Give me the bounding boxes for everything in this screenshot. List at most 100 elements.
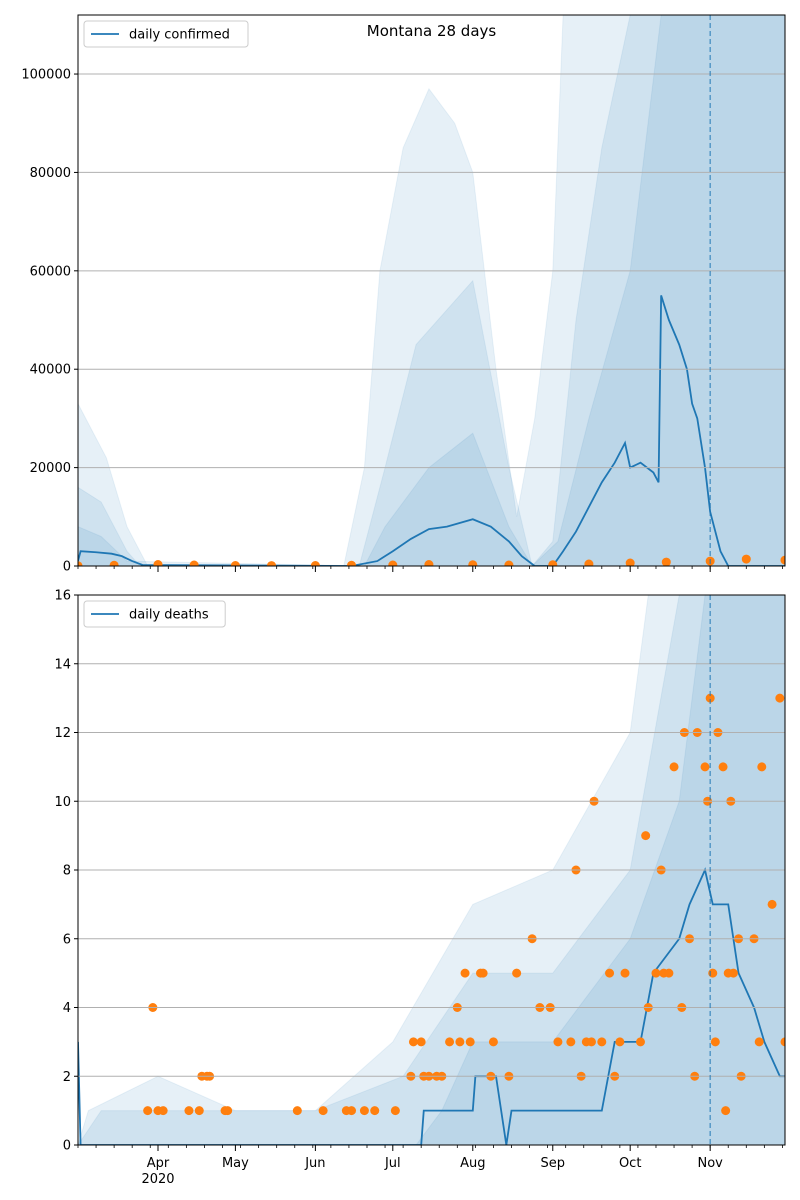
- observed-point: [641, 831, 651, 841]
- observed-point: [504, 560, 514, 566]
- y-tick-label: 16: [54, 589, 71, 604]
- observed-point: [566, 1037, 576, 1047]
- y-tick-label: 80000: [30, 166, 71, 181]
- x-tick-label: Aug: [460, 1156, 485, 1171]
- x-tick-label: Jun: [304, 1156, 325, 1171]
- band-inner-area: [78, 15, 785, 566]
- observed-point: [318, 1106, 328, 1116]
- observed-point: [267, 561, 277, 566]
- observed-point: [700, 762, 710, 772]
- observed-point: [455, 1037, 465, 1047]
- confirmed-panel: 0 20000 40000 60000 80000 100000 Montana 28 da…: [21, 14, 786, 575]
- y-tick-label: 8: [63, 864, 71, 879]
- observed-point: [292, 1106, 302, 1116]
- observed-point: [223, 1106, 233, 1116]
- observed-point: [780, 555, 785, 565]
- chart-title: Montana 28 days: [367, 22, 497, 40]
- x-tick-label: Nov: [697, 1156, 723, 1171]
- observed-point: [468, 560, 478, 566]
- observed-point: [465, 1037, 475, 1047]
- observed-point: [359, 1106, 369, 1116]
- y-tick-label: 6: [63, 932, 71, 947]
- observed-point: [718, 762, 728, 772]
- x-tick-label: Sep: [541, 1156, 566, 1171]
- observed-point: [153, 560, 163, 566]
- observed-point: [775, 693, 785, 703]
- band-outer-area: [78, 15, 785, 566]
- y-tick-label: 14: [54, 657, 71, 672]
- observed-point: [424, 560, 434, 566]
- x-year-label: 2020: [141, 1172, 174, 1187]
- x-tick-label: May: [222, 1156, 249, 1171]
- y-tick-label: 0: [63, 1139, 71, 1154]
- observed-point: [347, 560, 357, 566]
- legend: daily deaths: [83, 600, 226, 628]
- observed-point: [728, 968, 738, 978]
- observed-point: [710, 1037, 720, 1047]
- observed-point: [445, 1037, 455, 1047]
- y-tick-label: 60000: [30, 264, 71, 279]
- observed-point: [586, 1037, 596, 1047]
- y-tick-label: 2: [63, 1070, 71, 1085]
- x-tick-label: Apr: [147, 1156, 170, 1171]
- observed-point: [767, 899, 777, 909]
- observed-point: [347, 1106, 357, 1116]
- legend-box: [83, 20, 249, 48]
- model-median-line: [78, 867, 785, 1145]
- observed-point: [553, 1037, 563, 1047]
- observed-point: [390, 1106, 400, 1116]
- axes-frame: [77, 594, 786, 1146]
- y-tick-label: 100000: [21, 68, 71, 83]
- observed-point: [158, 1106, 168, 1116]
- y-tick-label: 20000: [30, 461, 71, 476]
- observed-point: [597, 1037, 607, 1047]
- observed-point: [721, 1106, 731, 1116]
- observed-point: [584, 559, 594, 566]
- deaths-panel: 0 2 4 6 8 10 12 14 16 Apr May Jun Jul Aug Sep Oct Nov 202…: [54, 589, 786, 1187]
- observed-point: [651, 968, 661, 978]
- observed-point: [388, 560, 398, 566]
- y-tick-label: 10: [54, 795, 71, 810]
- observed-point: [460, 968, 470, 978]
- observed-point: [143, 1106, 153, 1116]
- legend: daily confirmed: [83, 20, 249, 48]
- legend-label: daily confirmed: [129, 28, 230, 43]
- x-tick-label: Jul: [384, 1156, 401, 1171]
- observed-point: [230, 561, 240, 566]
- observed-point: [754, 1037, 764, 1047]
- observed-point: [370, 1106, 380, 1116]
- observed-point: [184, 1106, 194, 1116]
- observed-point: [194, 1106, 204, 1116]
- observed-point: [416, 1037, 426, 1047]
- observed-point: [780, 1037, 785, 1047]
- observed-point: [625, 558, 635, 566]
- observed-point: [488, 1037, 498, 1047]
- observed-point: [664, 968, 674, 978]
- legend-label: daily deaths: [129, 608, 209, 623]
- observed-point: [605, 968, 615, 978]
- y-tick-label: 0: [63, 560, 71, 575]
- x-tick-label: Oct: [619, 1156, 641, 1171]
- legend-box: [83, 600, 226, 628]
- observed-point: [512, 968, 522, 978]
- y-tick-label: 12: [54, 726, 71, 741]
- observed-point: [189, 560, 199, 566]
- observed-point: [408, 1037, 418, 1047]
- observed-point: [636, 1037, 646, 1047]
- observed-point: [741, 554, 751, 564]
- y-tick-label: 40000: [30, 363, 71, 378]
- observed-point: [669, 762, 679, 772]
- observed-point: [615, 1037, 625, 1047]
- observed-point: [705, 693, 715, 703]
- observed-point: [620, 968, 630, 978]
- y-tick-label: 4: [63, 1001, 71, 1016]
- observed-point: [310, 561, 320, 566]
- observed-point: [548, 560, 558, 566]
- observed-point: [109, 560, 119, 566]
- plot-area: [78, 15, 785, 566]
- observed-point: [757, 762, 767, 772]
- axes-frame: [77, 14, 786, 567]
- observed-point: [78, 561, 83, 566]
